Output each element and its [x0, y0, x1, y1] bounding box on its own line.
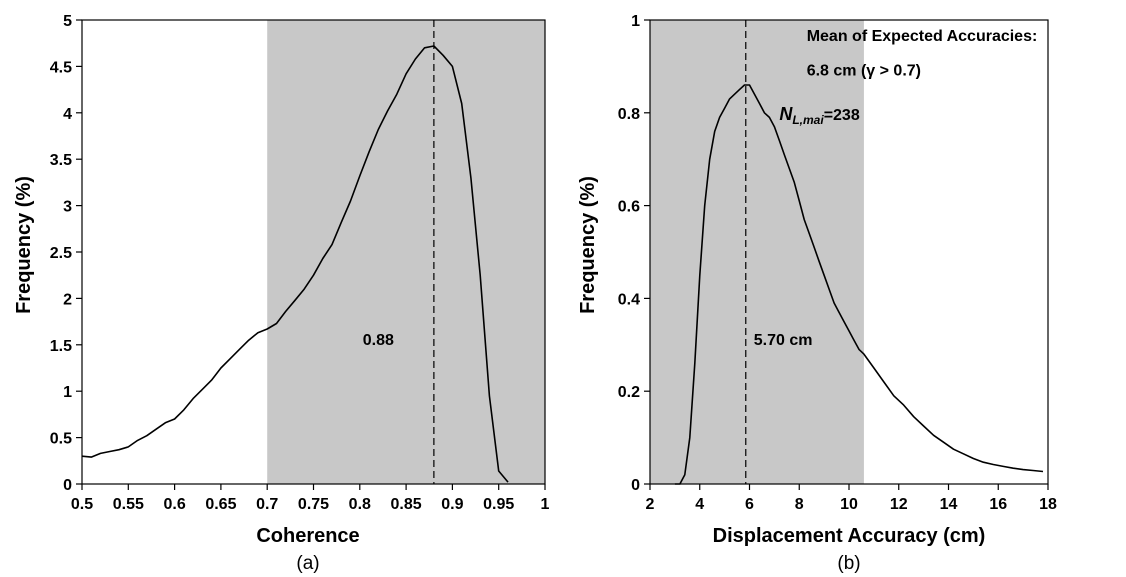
x-tick-label: 0.5 — [71, 496, 93, 513]
x-tick-label: 16 — [989, 496, 1007, 513]
annotations: 5.70 cm Mean of Expected Accuracies: 6.8 c… — [754, 28, 1038, 349]
x-tick-label: 0.7 — [256, 496, 278, 513]
x-tick-label: 0.6 — [163, 496, 185, 513]
chart-displacement-accuracy-histogram: 2 4 6 8 10 12 14 16 18 0 0.2 0.4 0.6 0.8 1 5.70 cm Mea… — [577, 13, 1057, 574]
data-series — [81, 45, 509, 483]
x-tick-label: 0.75 — [298, 496, 329, 513]
y-tick-label: 1.5 — [50, 338, 72, 355]
annotation-label: NL,mai=238 — [779, 104, 859, 127]
x-tick-label: 4 — [695, 496, 704, 513]
x-tick-label: 14 — [940, 496, 958, 513]
x-tick-label: 0.95 — [483, 496, 514, 513]
y-axis-label: Frequency (%) — [13, 176, 35, 314]
x-tick-label: 0.85 — [391, 496, 422, 513]
chart-caption: (b) — [837, 553, 860, 574]
x-axis-ticks: 2 4 6 8 10 12 14 16 18 — [646, 484, 1057, 513]
shaded-band — [650, 20, 864, 484]
x-tick-label: 12 — [890, 496, 908, 513]
annotation-label: 6.8 cm (γ > 0.7) — [807, 63, 921, 80]
annotations: 0.88 — [363, 332, 394, 349]
x-tick-label: 10 — [840, 496, 858, 513]
series-line-0 — [674, 84, 1044, 485]
series-line-0 — [81, 45, 509, 483]
x-tick-label: 0.65 — [205, 496, 236, 513]
y-tick-label: 4.5 — [50, 59, 72, 76]
x-tick-label: 18 — [1039, 496, 1057, 513]
y-axis-label: Frequency (%) — [577, 176, 599, 314]
annotation-label: Mean of Expected Accuracies: — [807, 28, 1038, 45]
y-tick-label: 0 — [631, 477, 640, 494]
chart-caption: (a) — [296, 553, 319, 574]
y-tick-label: 0.6 — [618, 199, 640, 216]
chart-coherence-histogram: 0.5 0.55 0.6 0.65 0.7 0.75 0.8 0.85 0.9 0.95 1 00.… — [13, 13, 550, 574]
x-tick-label: 0.9 — [441, 496, 463, 513]
y-tick-label: 1 — [63, 384, 72, 401]
x-tick-label: 0.8 — [349, 496, 371, 513]
x-tick-label: 8 — [795, 496, 804, 513]
y-tick-label: 2.5 — [50, 245, 72, 262]
x-tick-label: 1 — [541, 496, 550, 513]
y-tick-label: 3 — [63, 199, 72, 216]
x-axis-ticks: 0.5 0.55 0.6 0.65 0.7 0.75 0.8 0.85 0.9 0.95 1 — [71, 484, 550, 513]
x-axis-label: Coherence — [256, 525, 359, 547]
data-series — [674, 84, 1044, 485]
shaded-region — [650, 20, 864, 484]
x-tick-label: 2 — [646, 496, 655, 513]
shaded-band — [267, 20, 545, 484]
annotation-label: 5.70 cm — [754, 332, 813, 349]
annotation-label: 0.88 — [363, 332, 394, 349]
shaded-region — [267, 20, 545, 484]
y-tick-label: 0.2 — [618, 384, 640, 401]
y-tick-label: 2 — [63, 291, 72, 308]
y-tick-label: 3.5 — [50, 152, 72, 169]
y-tick-label: 0.4 — [618, 291, 640, 308]
y-tick-label: 5 — [63, 13, 72, 30]
x-tick-label: 0.55 — [113, 496, 144, 513]
y-tick-label: 0.8 — [618, 106, 640, 123]
x-tick-label: 6 — [745, 496, 754, 513]
y-tick-label: 4 — [63, 106, 72, 123]
y-axis-ticks: 0 0.5 1 1.5 2 2.5 3 3.5 4 4.5 5 — [50, 13, 82, 494]
y-axis-ticks: 0 0.2 0.4 0.6 0.8 1 — [618, 13, 650, 494]
y-tick-label: 0.5 — [50, 431, 72, 448]
x-axis-label: Displacement Accuracy (cm) — [713, 525, 986, 547]
y-tick-label: 1 — [631, 13, 640, 30]
y-tick-label: 0 — [63, 477, 72, 494]
